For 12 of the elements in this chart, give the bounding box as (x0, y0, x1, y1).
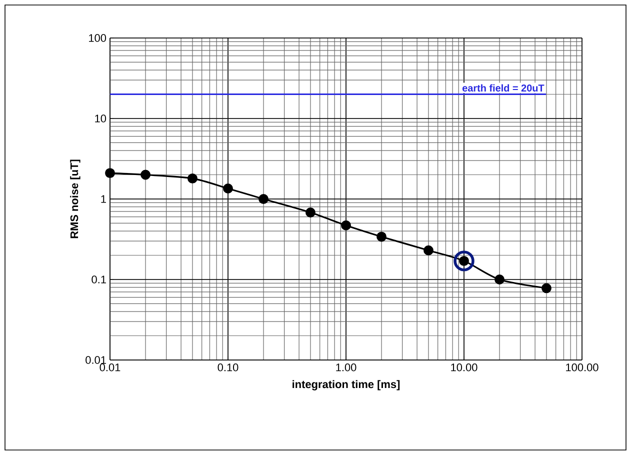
x-tick-label: 10.00 (451, 364, 478, 372)
y-tick-label: 10 (95, 114, 106, 122)
x-tick-label: 100.00 (566, 364, 598, 372)
y-tick-label: 0.1 (92, 276, 106, 284)
y-tick-label: 1 (101, 195, 106, 203)
y-tick-label: 100 (89, 34, 106, 42)
y-tick-label: 0.01 (86, 356, 106, 364)
y-axis-title: RMS noise [uT] (70, 160, 80, 238)
x-tick-label: 0.10 (218, 364, 238, 372)
x-tick-label: 1.00 (336, 364, 356, 372)
x-axis-title: integration time [ms] (292, 380, 400, 390)
ref-line-label: earth field = 20uT (462, 84, 544, 92)
